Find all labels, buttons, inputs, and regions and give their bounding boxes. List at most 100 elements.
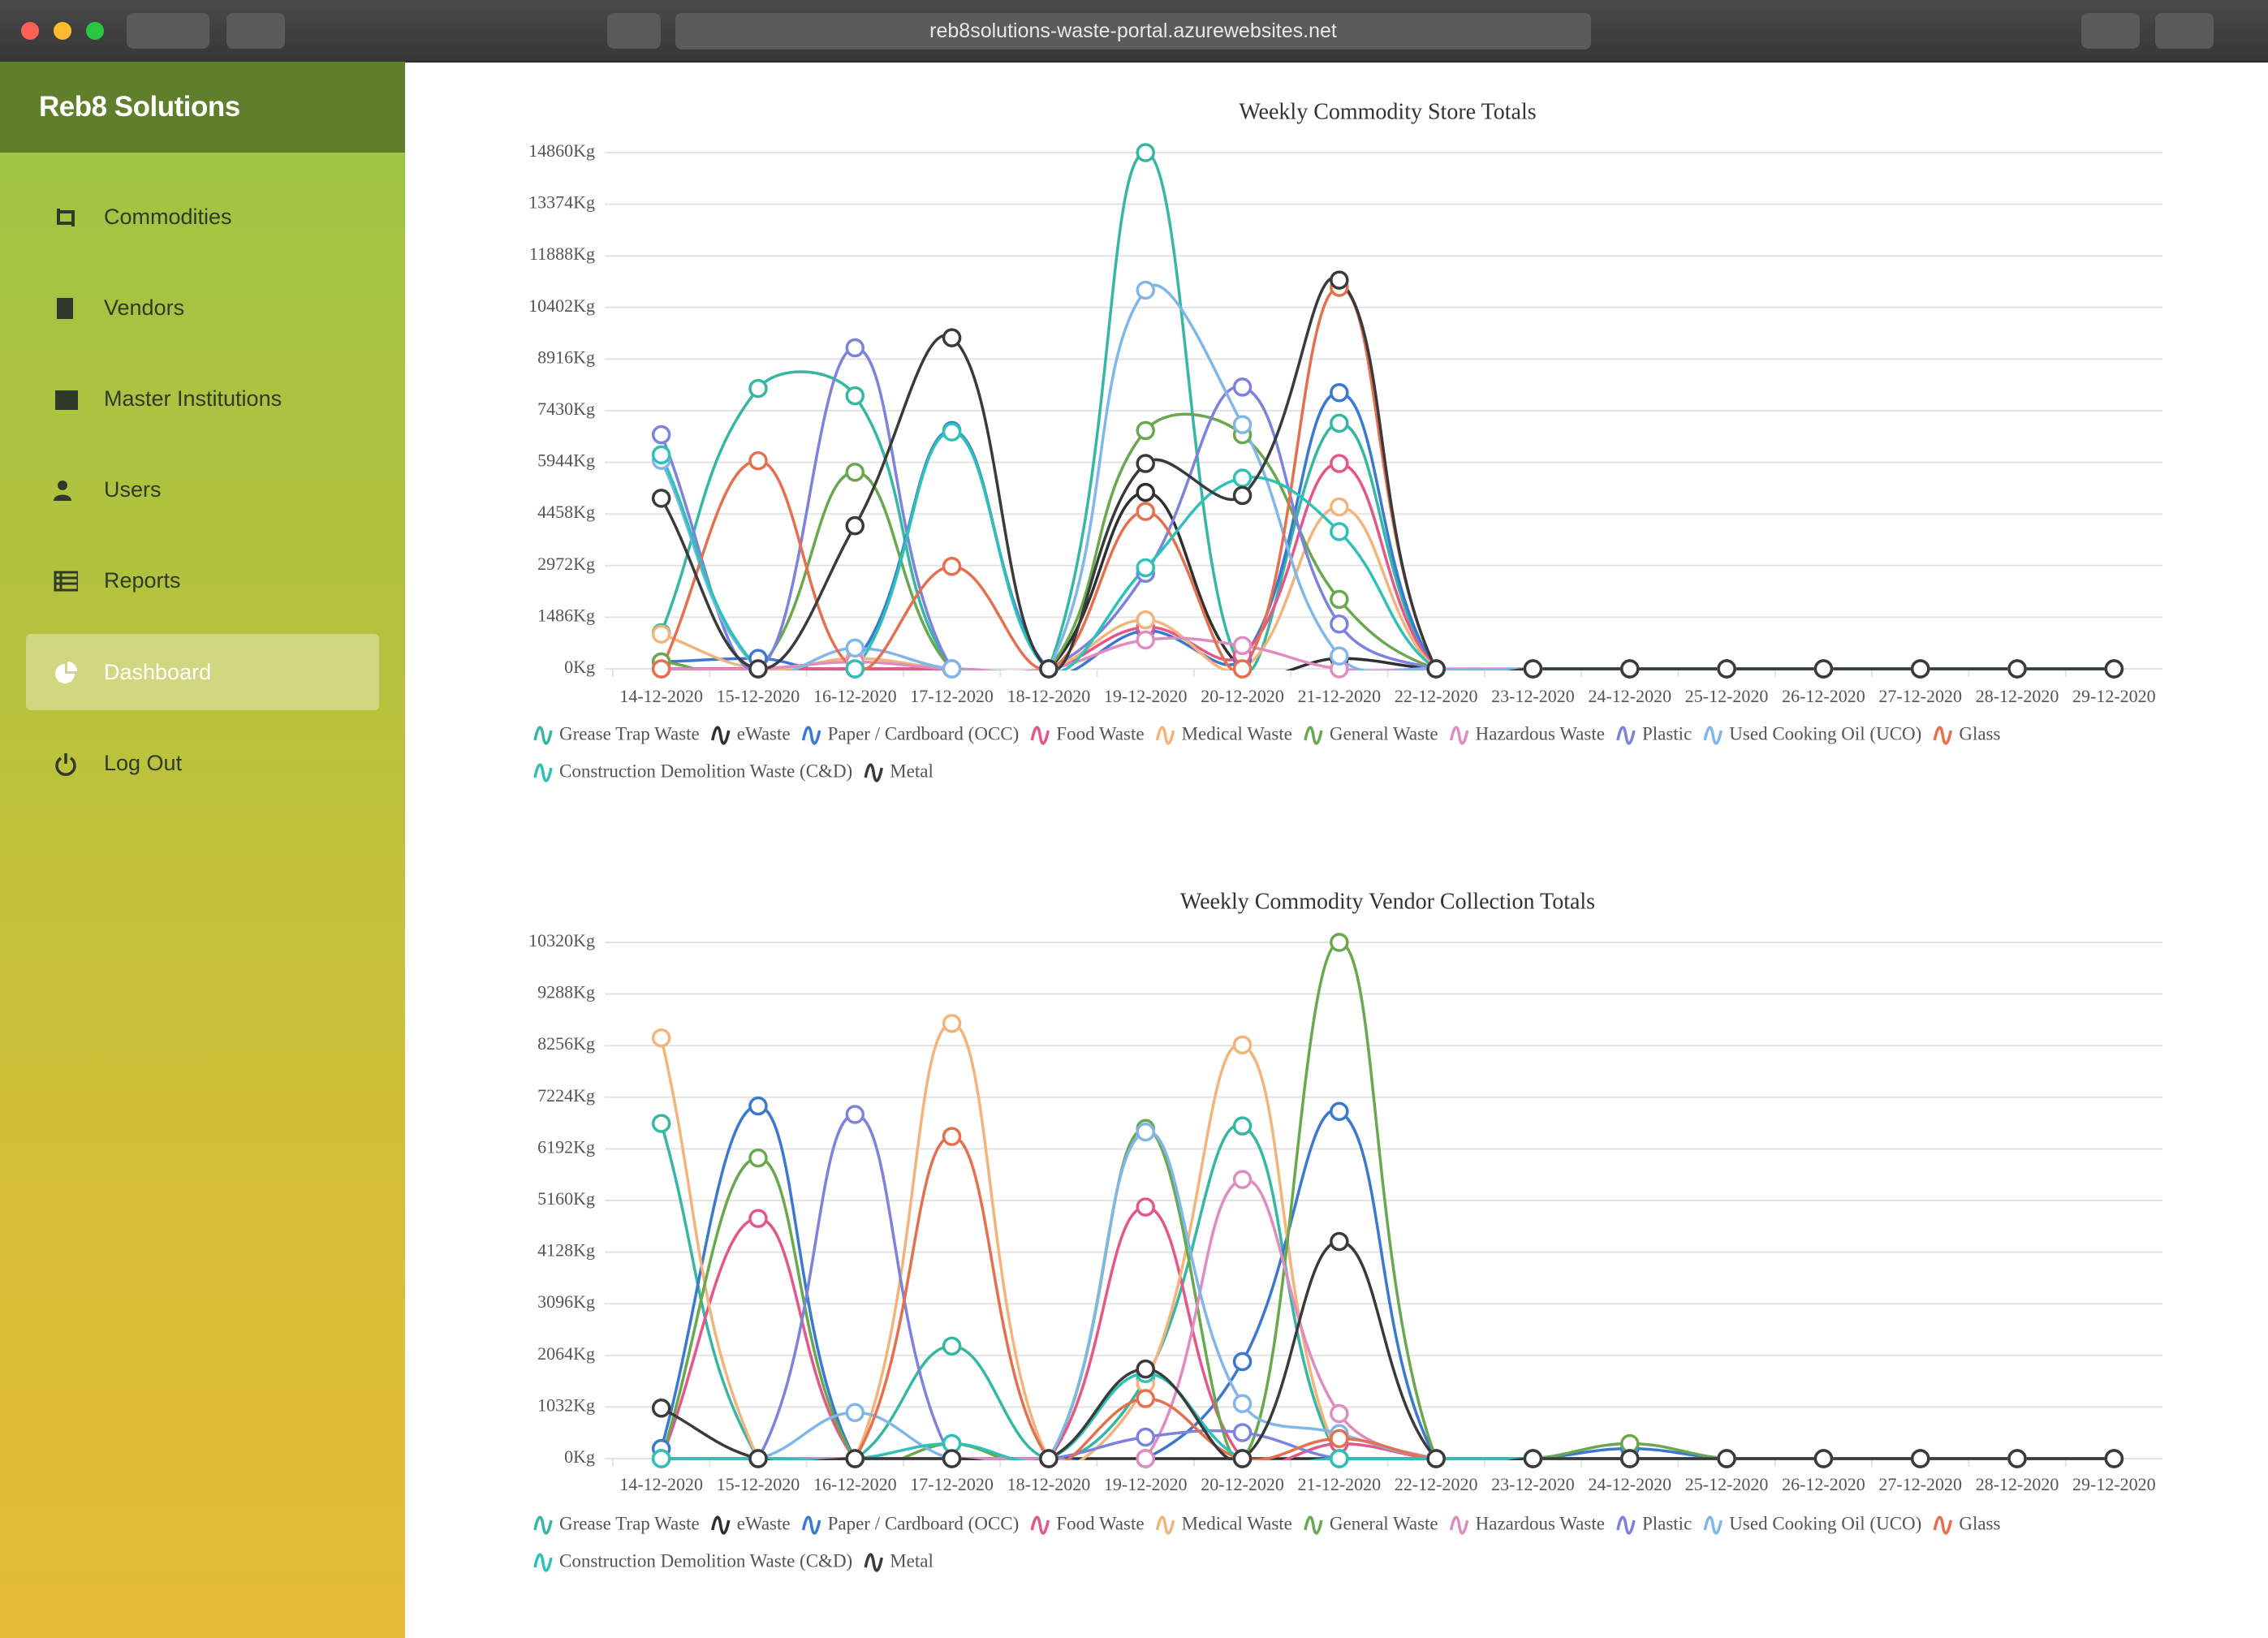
legend-item[interactable]: Paper / Cardboard (OCC) — [801, 723, 1020, 745]
data-point[interactable] — [1620, 659, 1640, 679]
data-point[interactable] — [1136, 610, 1155, 630]
legend-item[interactable]: Plastic — [1616, 723, 1692, 745]
data-point[interactable] — [1232, 636, 1253, 656]
data-point[interactable] — [845, 1449, 865, 1468]
data-point[interactable] — [1330, 454, 1349, 473]
data-point[interactable] — [1523, 1449, 1543, 1468]
data-point[interactable] — [1232, 1423, 1253, 1442]
data-point[interactable] — [1232, 1351, 1253, 1372]
data-point[interactable] — [1910, 1449, 1930, 1468]
legend-item[interactable]: Medical Waste — [1155, 1513, 1292, 1535]
data-point[interactable] — [1330, 270, 1349, 290]
legend-item[interactable]: Metal — [864, 1550, 934, 1572]
data-point[interactable] — [651, 425, 671, 445]
data-point[interactable] — [1136, 143, 1155, 162]
zoom-button[interactable] — [86, 22, 104, 40]
data-point[interactable] — [1330, 382, 1349, 403]
legend-item[interactable]: Metal — [864, 761, 934, 782]
data-point[interactable] — [1136, 1197, 1155, 1217]
data-point[interactable] — [1136, 1122, 1155, 1142]
data-point[interactable] — [748, 1096, 768, 1116]
data-point[interactable] — [1136, 420, 1155, 441]
data-point[interactable] — [1136, 454, 1155, 473]
data-point[interactable] — [1232, 415, 1253, 434]
address-bar[interactable]: reb8solutions-waste-portal.azurewebsites… — [675, 13, 1591, 50]
close-button[interactable] — [21, 22, 39, 40]
data-point[interactable] — [845, 515, 865, 536]
data-point[interactable] — [748, 659, 768, 679]
nav-item[interactable]: Log Out — [26, 725, 379, 801]
sidebar-toggle[interactable] — [226, 13, 285, 49]
legend-item[interactable]: Paper / Cardboard (OCC) — [801, 1513, 1020, 1535]
nav-item-active[interactable]: Dashboard — [26, 634, 379, 710]
legend-item[interactable]: Used Cooking Oil (UCO) — [1703, 1513, 1921, 1535]
data-point[interactable] — [651, 1449, 671, 1468]
data-point[interactable] — [1330, 1101, 1349, 1122]
data-point[interactable] — [651, 445, 671, 465]
data-point[interactable] — [1813, 1449, 1834, 1468]
legend-item[interactable]: Hazardous Waste — [1449, 1513, 1605, 1535]
back-forward-buttons[interactable] — [127, 13, 209, 49]
data-point[interactable] — [748, 378, 768, 399]
data-point[interactable] — [748, 1148, 768, 1168]
data-point[interactable] — [845, 386, 865, 406]
data-point[interactable] — [845, 1105, 865, 1124]
data-point[interactable] — [942, 1449, 962, 1468]
data-point[interactable] — [2104, 1449, 2124, 1468]
data-point[interactable] — [942, 328, 962, 347]
data-point[interactable] — [942, 1336, 962, 1356]
data-point[interactable] — [942, 659, 962, 679]
share-button[interactable] — [2081, 13, 2140, 49]
legend-item[interactable]: General Waste — [1304, 1513, 1438, 1535]
data-point[interactable] — [1039, 659, 1059, 679]
data-point[interactable] — [1330, 933, 1349, 952]
data-point[interactable] — [1136, 1427, 1155, 1447]
data-point[interactable] — [1717, 1449, 1736, 1468]
data-point[interactable] — [845, 338, 865, 358]
nav-item[interactable]: Vendors — [26, 269, 379, 346]
data-point[interactable] — [2104, 659, 2124, 679]
minimize-button[interactable] — [54, 22, 71, 40]
data-point[interactable] — [748, 1209, 768, 1228]
data-point[interactable] — [651, 1028, 671, 1048]
data-point[interactable] — [1330, 589, 1349, 610]
data-point[interactable] — [1136, 1359, 1155, 1379]
data-point[interactable] — [748, 1449, 768, 1468]
data-point[interactable] — [1620, 1449, 1640, 1468]
data-point[interactable] — [1330, 522, 1349, 541]
legend-item[interactable]: Food Waste — [1030, 723, 1145, 745]
legend-item[interactable]: eWaste — [711, 723, 791, 745]
legend-item[interactable]: Medical Waste — [1155, 723, 1292, 745]
data-point[interactable] — [1330, 497, 1349, 517]
data-point[interactable] — [651, 489, 671, 508]
data-point[interactable] — [1330, 1231, 1349, 1252]
data-point[interactable] — [2007, 1449, 2027, 1468]
nav-item[interactable]: Commodities — [26, 179, 379, 255]
data-point[interactable] — [845, 463, 865, 482]
data-point[interactable] — [845, 638, 865, 658]
data-point[interactable] — [1136, 502, 1155, 521]
legend-item[interactable]: General Waste — [1304, 723, 1438, 745]
data-point[interactable] — [1136, 1449, 1155, 1468]
data-point[interactable] — [1330, 1403, 1349, 1424]
data-point[interactable] — [1426, 1449, 1446, 1468]
nav-item[interactable]: Users — [26, 451, 379, 528]
data-point[interactable] — [1232, 1035, 1253, 1055]
data-point[interactable] — [1232, 659, 1253, 679]
data-point[interactable] — [1232, 1170, 1253, 1189]
legend-item[interactable]: Food Waste — [1030, 1513, 1145, 1535]
legend-item[interactable]: eWaste — [711, 1513, 791, 1535]
data-point[interactable] — [651, 659, 671, 679]
data-point[interactable] — [1136, 280, 1155, 300]
data-point[interactable] — [1330, 1429, 1349, 1449]
legend-item[interactable]: Glass — [1933, 723, 2000, 745]
legend-item[interactable]: Glass — [1933, 1513, 2000, 1535]
legend-item[interactable]: Hazardous Waste — [1449, 723, 1605, 745]
data-point[interactable] — [942, 556, 962, 576]
data-point[interactable] — [748, 450, 768, 471]
data-point[interactable] — [1136, 1389, 1155, 1408]
legend-item[interactable]: Construction Demolition Waste (C&D) — [533, 761, 852, 782]
data-point[interactable] — [1330, 1449, 1349, 1468]
data-point[interactable] — [2007, 659, 2027, 679]
data-point[interactable] — [1136, 482, 1155, 502]
